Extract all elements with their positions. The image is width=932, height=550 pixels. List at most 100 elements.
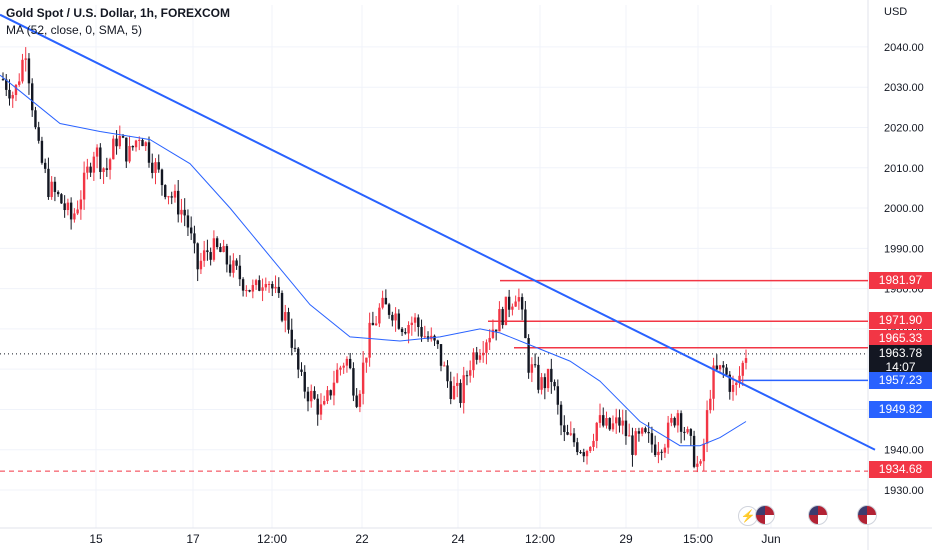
candle-body xyxy=(481,352,485,356)
price-axis[interactable]: 1930.001940.001950.001960.001970.001980.… xyxy=(884,42,924,497)
candle-body xyxy=(436,340,439,345)
candle-body xyxy=(637,431,641,434)
candle-body xyxy=(391,314,394,321)
candle-body xyxy=(261,287,264,291)
candle-body xyxy=(514,301,517,307)
candle-body xyxy=(339,367,342,370)
candle-body xyxy=(670,417,673,423)
candle-body xyxy=(154,162,157,173)
candle-body xyxy=(728,374,731,392)
candle-body xyxy=(543,377,547,389)
level-badge-1981: 1981.97 xyxy=(869,272,932,289)
candle-body xyxy=(663,447,667,453)
candle-body xyxy=(465,375,469,377)
candle-body xyxy=(741,362,744,376)
candle-body xyxy=(443,365,446,367)
candle-body xyxy=(524,309,527,339)
candle-body xyxy=(196,243,199,270)
candle-body xyxy=(112,138,115,160)
candle-body xyxy=(550,368,553,382)
candle-body xyxy=(712,365,715,399)
candle-body xyxy=(14,84,18,96)
candle-body xyxy=(335,369,339,383)
candle-body xyxy=(647,432,650,434)
level-badge-1971: 1971.90 xyxy=(869,312,932,329)
time-tick-label: 29 xyxy=(619,532,633,546)
price-tick-label: 1940.00 xyxy=(884,445,924,457)
us-flag-icon[interactable] xyxy=(808,505,828,525)
us-flag-icon[interactable] xyxy=(857,505,877,525)
candle-body xyxy=(595,422,598,441)
candle-body xyxy=(18,81,21,85)
time-tick-label: Jun xyxy=(761,532,780,546)
candle-body xyxy=(99,147,102,172)
candle-body xyxy=(605,418,608,426)
candle-body xyxy=(475,352,478,360)
candle-body xyxy=(66,202,70,211)
candle-body xyxy=(167,196,170,198)
candle-body xyxy=(576,442,579,453)
candle-body xyxy=(361,362,365,394)
candle-body xyxy=(365,357,368,363)
candle-body xyxy=(462,375,465,404)
candle-body xyxy=(160,169,164,186)
candle-body xyxy=(219,246,222,252)
candle-body xyxy=(417,317,420,328)
candle-body xyxy=(329,390,332,396)
candle-body xyxy=(222,246,225,252)
candle-body xyxy=(254,280,258,286)
candle-body xyxy=(82,172,86,200)
candle-body xyxy=(177,190,180,215)
candle-body xyxy=(608,418,611,430)
candle-body xyxy=(381,297,384,308)
indicator-legend[interactable]: MA (52, close, 0, SMA, 5) xyxy=(6,23,143,37)
candle-body xyxy=(8,89,11,99)
current-price-value: 1963.78 xyxy=(878,346,923,360)
candle-body xyxy=(183,209,186,216)
candle-body xyxy=(501,309,504,326)
candle-body xyxy=(348,358,352,369)
candle-body xyxy=(559,404,563,426)
time-tick-label: 15:00 xyxy=(683,532,713,546)
candle-body xyxy=(50,181,53,198)
candle-body xyxy=(631,435,634,455)
candle-body xyxy=(24,58,27,60)
candle-body xyxy=(34,110,37,128)
candle-body xyxy=(546,368,550,389)
candle-body xyxy=(131,145,134,148)
candle-body xyxy=(235,260,238,266)
candle-body xyxy=(621,420,624,426)
time-tick-label: 22 xyxy=(355,532,369,546)
candle-body xyxy=(469,370,472,376)
candle-body xyxy=(410,322,414,326)
candle-body xyxy=(537,364,540,390)
candle-body xyxy=(735,382,738,386)
candle-body xyxy=(313,390,316,399)
candle-body xyxy=(56,191,60,195)
candle-body xyxy=(53,181,57,192)
candle-body xyxy=(433,335,436,341)
candle-body xyxy=(452,385,456,400)
candle-body xyxy=(79,199,83,210)
candle-body xyxy=(520,297,524,310)
time-axis[interactable]: 15 17 12:00 22 24 12:00 29 15:00 Jun xyxy=(89,532,780,546)
candle-body xyxy=(683,431,686,433)
candle-body xyxy=(498,309,501,332)
candle-body xyxy=(615,417,618,424)
candle-body xyxy=(209,252,212,260)
candle-body xyxy=(118,136,122,147)
time-tick-label: 17 xyxy=(186,532,200,546)
us-flag-icon[interactable] xyxy=(755,505,775,525)
candle-body xyxy=(374,323,378,326)
trendline-line xyxy=(0,13,876,451)
trendline[interactable] xyxy=(0,13,876,451)
candle-body xyxy=(397,313,401,329)
candle-body xyxy=(342,365,345,368)
candle-body xyxy=(245,290,248,292)
candle-body xyxy=(105,168,109,170)
lightning-icon[interactable]: ⚡ xyxy=(738,506,758,526)
candle-body xyxy=(673,417,676,426)
candle-body xyxy=(326,390,329,402)
